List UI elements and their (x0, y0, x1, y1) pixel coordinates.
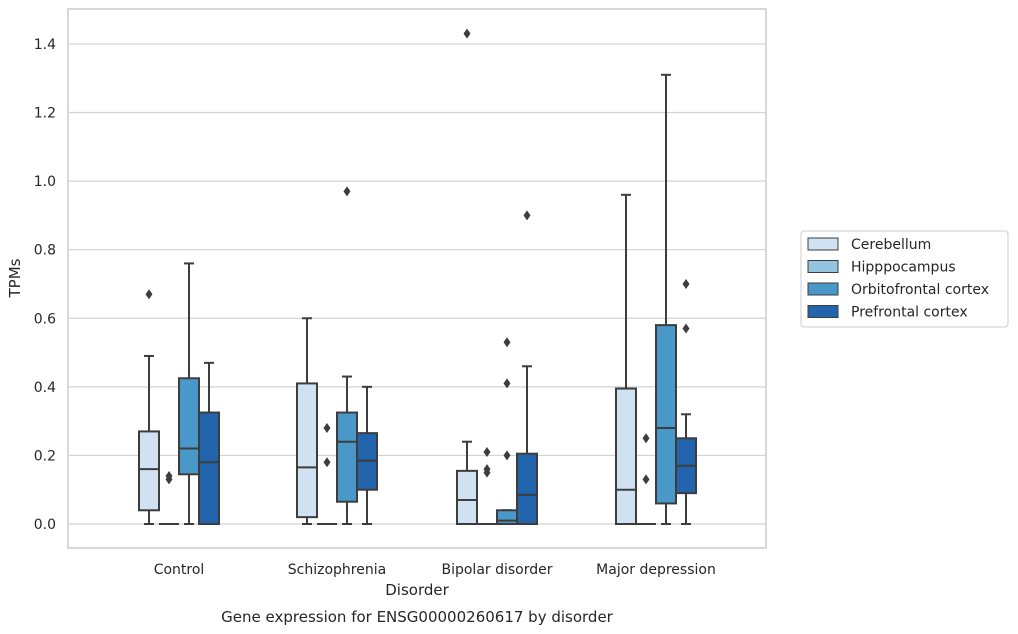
legend-swatch (807, 260, 839, 273)
box-orbitofrontal-cortex-2 (496, 337, 518, 525)
legend-frame (800, 230, 1009, 328)
legend-label: Orbitofrontal cortex (851, 282, 989, 298)
outlier-point (682, 323, 690, 334)
box-hipppocampus-1 (317, 422, 337, 525)
y-tick-label: 0.8 (34, 243, 56, 259)
x-axis-title: Disorder (385, 581, 449, 599)
outlier-point (523, 210, 531, 221)
box-iqr (178, 377, 200, 476)
box-iqr (456, 469, 478, 525)
box-iqr (615, 387, 637, 525)
x-tick-label: Major depression (596, 562, 716, 578)
box-iqr (336, 411, 358, 503)
y-tick-label: 0.0 (34, 517, 56, 533)
legend: Cerebellum Hipppocampus Orbitofrontal cort… (800, 230, 1009, 328)
outlier-point (483, 446, 491, 457)
y-tick-label: 0.4 (34, 380, 56, 396)
y-axis-title: TPMs (6, 258, 24, 298)
y-tick-label: 0.6 (34, 311, 56, 327)
outlier-point (463, 28, 471, 39)
box-iqr (198, 411, 220, 525)
box-orbitofrontal-cortex-3 (655, 73, 677, 525)
y-tick-label: 1.4 (34, 37, 56, 53)
outlier-point (503, 337, 511, 348)
box-hipppocampus-0 (159, 470, 179, 525)
box-cerebellum-2 (456, 28, 478, 525)
outlier-point (323, 457, 331, 468)
legend-label: Cerebellum (851, 237, 931, 253)
box-orbitofrontal-cortex-0 (178, 262, 200, 525)
outlier-point (483, 464, 491, 475)
chart-caption: Gene expression for ENSG00000260617 by d… (221, 608, 614, 626)
outlier-point (165, 470, 173, 481)
legend-swatch (807, 237, 839, 251)
y-tick-label: 0.2 (34, 448, 56, 464)
box-cerebellum-3 (615, 193, 637, 525)
box-iqr (296, 382, 318, 519)
box-prefrontal-cortex-3 (675, 278, 697, 525)
box-hipppocampus-2 (477, 446, 497, 525)
y-tick-label: 1.2 (34, 106, 56, 122)
legend-label: Hipppocampus (851, 260, 956, 276)
legend-label: Prefrontal cortex (851, 305, 968, 321)
outlier-point (145, 289, 153, 300)
outlier-point (682, 278, 690, 289)
x-tick-label: Control (154, 562, 205, 578)
y-axis-ticks: 0.0 0.2 0.4 0.6 0.8 1.0 1.2 1.4 (34, 37, 56, 533)
outlier-point (343, 186, 351, 197)
box-prefrontal-cortex-1 (356, 385, 378, 525)
box-cerebellum-0 (138, 289, 160, 525)
x-tick-label: Bipolar disorder (441, 562, 552, 578)
outlier-point (323, 422, 331, 433)
box-orbitofrontal-cortex-1 (336, 186, 358, 525)
box-prefrontal-cortex-2 (516, 210, 538, 526)
outlier-point (503, 378, 511, 389)
x-axis-ticks: Control Schizophrenia Bipolar disorder Majo… (154, 562, 716, 578)
legend-swatch (807, 282, 839, 296)
box-iqr (496, 509, 518, 525)
legend-swatch (807, 305, 839, 318)
box-plots (138, 28, 697, 526)
box-cerebellum-1 (296, 317, 318, 525)
outlier-point (642, 474, 650, 485)
plot-frame (67, 8, 767, 549)
outlier-point (503, 450, 511, 461)
y-tick-label: 1.0 (34, 174, 56, 190)
box-prefrontal-cortex-0 (198, 361, 220, 525)
box-iqr (138, 430, 160, 512)
outlier-point (642, 433, 650, 444)
box-hipppocampus-3 (636, 433, 656, 525)
x-tick-label: Schizophrenia (288, 562, 386, 578)
box-iqr (655, 324, 677, 505)
box-iqr (516, 452, 538, 526)
